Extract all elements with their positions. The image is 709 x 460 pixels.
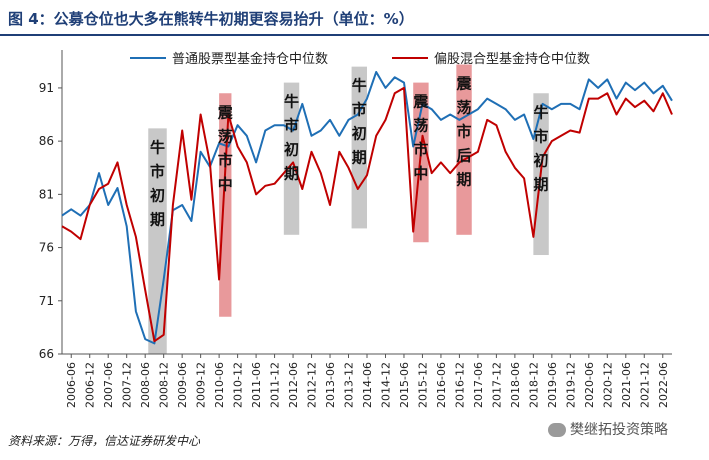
x-tick-label: 2016-12 [453,362,466,408]
y-tick-label: 86 [39,134,54,148]
watermark-text: 樊继拓投资策略 [570,422,668,438]
x-tick-label: 2019-12 [564,362,577,408]
x-tick-label: 2008-12 [158,362,171,408]
annotation-box-2 [219,93,232,317]
annotation-char: 荡 [413,117,428,135]
x-tick-label: 2010-12 [232,362,245,408]
annotation-char: 初 [534,151,549,169]
annotation-char: 震 [457,75,473,93]
x-tick-label: 2014-06 [361,362,374,408]
x-tick-label: 2021-12 [638,362,651,408]
annotation-char: 震 [413,93,429,111]
x-tick-label: 2009-12 [195,362,208,408]
annotation-char: 震 [218,103,234,121]
annotation-char: 市 [284,117,299,135]
y-tick-label: 71 [39,294,54,308]
annotation-char: 期 [150,210,165,228]
legend-label: 普通股票型基金持仓中位数 [172,51,328,67]
annotation-char: 市 [413,141,428,159]
title-bar: 图 4：公募仓位也大多在熊转牛初期更容易抬升（单位：%） [0,0,709,36]
chart-title: 图 4：公募仓位也大多在熊转牛初期更容易抬升（单位：%） [8,10,414,28]
annotation-char: 市 [218,151,233,169]
x-tick-label: 2007-06 [102,362,115,408]
x-tick-label: 2010-06 [213,362,226,408]
y-tick-label: 66 [39,347,54,361]
x-tick-label: 2013-12 [343,362,356,408]
x-tick-label: 2006-12 [84,362,97,408]
annotation-char: 期 [352,149,367,167]
annotation-char: 市 [150,162,165,180]
x-tick-label: 2017-12 [490,362,503,408]
annotation-char: 牛 [534,103,549,121]
x-tick-label: 2008-06 [139,362,152,408]
series-line-2 [61,86,673,343]
x-tick-label: 2015-06 [398,362,411,408]
annotation-char: 市 [352,101,367,119]
watermark: 樊继拓投资策略 [548,419,668,439]
annotation-char: 期 [457,171,472,189]
annotation-char: 后 [457,147,472,165]
x-tick-label: 2012-06 [287,362,300,408]
y-tick-label: 91 [39,81,54,95]
x-tick-label: 2016-06 [435,362,448,408]
x-tick-label: 2011-06 [250,362,263,408]
y-tick-label: 81 [39,187,54,201]
annotation-char: 市 [534,127,549,145]
annotation-char: 初 [284,141,299,159]
annotation-char: 牛 [150,138,165,156]
annotation-char: 中 [218,175,233,193]
y-tick-label: 76 [39,241,54,255]
annotation-char: 牛 [284,93,299,111]
wechat-icon [548,423,566,437]
source-note: 资料来源：万得，信达证券研发中心 [8,434,201,448]
x-tick-label: 2009-06 [176,362,189,408]
series-lines [61,71,673,345]
annotation-char: 初 [150,186,165,204]
legend-label: 偏股混合型基金持仓中位数 [434,51,590,67]
annotation-box-1 [148,128,167,354]
x-tick-label: 2013-06 [324,362,337,408]
x-tick-label: 2020-12 [601,362,614,408]
x-tick-label: 2017-06 [472,362,485,408]
annotation-char: 初 [352,125,367,143]
x-tick-label: 2019-06 [546,362,559,408]
x-tick-label: 2012-12 [306,362,319,408]
annotation-char: 荡 [218,127,233,145]
annotation-char: 中 [413,165,428,183]
line-chart: 66 71 76 81 86 91 2006-06 2006-12 2007-06 2007-12… [39,50,673,408]
annotation-char: 市 [457,123,472,141]
x-tick-label: 2007-12 [121,362,134,408]
x-tick-label: 2018-06 [509,362,522,408]
chart-axes: 66 71 76 81 86 91 2006-06 2006-12 2007-06 2007-12… [39,50,672,408]
annotation-box-6 [456,64,472,235]
annotation-char: 牛 [352,77,367,95]
x-tick-label: 2011-12 [269,362,282,408]
x-tick-label: 2015-12 [416,362,429,408]
annotation-char: 期 [534,175,549,193]
x-tick-label: 2021-06 [620,362,633,408]
series-line-1 [61,71,673,345]
annotation-boxes [148,64,549,354]
x-tick-label: 2018-12 [527,362,540,408]
annotation-char: 荡 [457,99,472,117]
annotation-char: 期 [284,165,299,183]
x-tick-label: 2020-06 [583,362,596,408]
annotation-box-3 [283,82,300,235]
x-tick-label: 2006-06 [65,362,78,408]
chart-legend: 普通股票型基金持仓中位数 偏股混合型基金持仓中位数 [130,51,590,67]
x-tick-label: 2014-12 [379,362,392,408]
x-tick-label: 2022-06 [657,362,670,408]
